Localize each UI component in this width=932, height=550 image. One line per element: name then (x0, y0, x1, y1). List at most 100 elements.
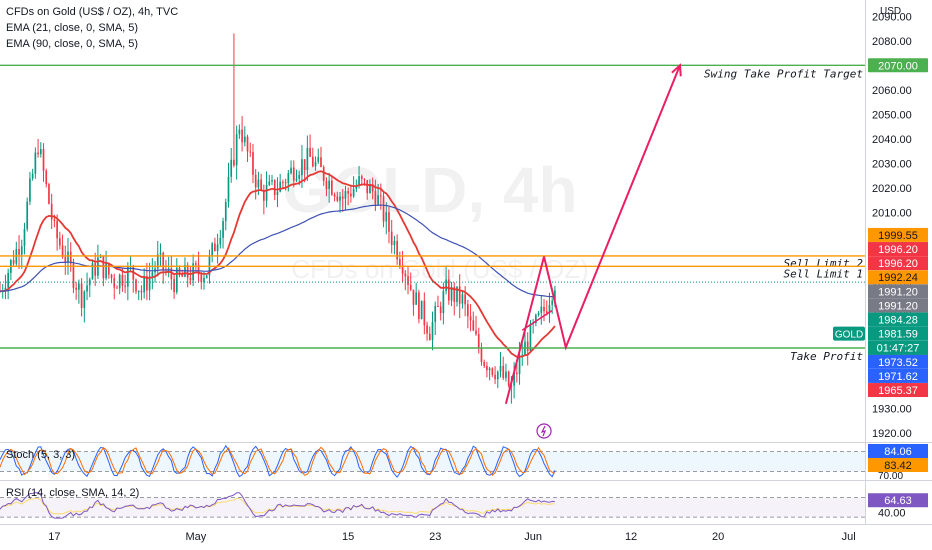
candle-body (521, 354, 524, 356)
candle-body (507, 371, 510, 386)
price-tag: 1965.37 (878, 385, 918, 397)
candle-body (265, 184, 268, 201)
ema90-legend[interactable]: EMA (90, close, 0, SMA, 5) (6, 38, 139, 50)
candle-body (42, 149, 45, 171)
candle-body (263, 190, 265, 201)
candle-body (311, 156, 314, 167)
candle-body (339, 196, 341, 201)
candle-body (222, 221, 224, 238)
time-tick-label: Jul (842, 531, 856, 543)
candle-body (336, 196, 339, 201)
candle-body (499, 365, 502, 372)
candle-body (116, 287, 118, 289)
price-tag-bg (868, 298, 928, 313)
rsi-tick-label: 40.00 (878, 507, 906, 519)
candle-body (105, 263, 107, 279)
candle-body (37, 152, 39, 155)
candle-body (379, 195, 382, 197)
candle-body (480, 348, 483, 363)
candle-body (290, 167, 292, 174)
time-tick-label: 20 (712, 531, 724, 543)
candle-body (12, 260, 15, 264)
price-tag-bg (868, 256, 928, 271)
candle-body (491, 368, 494, 375)
candle-body (515, 372, 518, 375)
time-tick-label: 12 (625, 531, 637, 543)
candle-body (298, 175, 301, 179)
candle-body (18, 248, 20, 255)
ema21-legend[interactable]: EMA (21, close, 0, SMA, 5) (6, 22, 139, 34)
candle-body (64, 256, 67, 263)
price-tag-bg (868, 368, 928, 383)
candle-body (39, 149, 42, 155)
candle-body (554, 290, 556, 301)
candle-body (127, 267, 129, 287)
candle-body (200, 274, 203, 283)
projection-arrowhead (671, 63, 682, 77)
candle-body (434, 306, 437, 323)
candle-body (156, 254, 159, 269)
stoch-legend[interactable]: Stoch (5, 3, 3) (6, 449, 76, 461)
price-tag: 1992.24 (878, 272, 918, 284)
candle-body (50, 203, 53, 220)
candle-body (80, 283, 83, 308)
candle-body (360, 176, 363, 180)
candle-body (494, 374, 496, 380)
candle-body (203, 277, 205, 283)
candle-body (377, 195, 379, 205)
candle-body (167, 268, 170, 270)
rsi-line (0, 492, 555, 519)
candle-body (488, 368, 491, 371)
rsi-legend[interactable]: RSI (14, close, SMA, 14, 2) (6, 487, 140, 499)
candle-body (358, 176, 360, 186)
candle-body (254, 174, 257, 188)
lightning-icon (540, 425, 547, 437)
candle-body (271, 180, 273, 182)
candle-body (20, 246, 23, 255)
price-tag: 1999.55 (878, 230, 918, 242)
candle-body (233, 159, 235, 166)
price-tag-bg (868, 326, 928, 341)
symbol-legend[interactable]: CFDs on Gold (US$ / OZ), 4h, TVC (6, 6, 179, 18)
time-tick-label: May (185, 531, 206, 543)
candle-body (56, 220, 58, 239)
candle-body (227, 176, 230, 202)
candle-body (333, 194, 336, 197)
candle-body (445, 279, 447, 292)
candle-body (48, 184, 50, 204)
candle-body (437, 306, 439, 308)
candle-body (513, 372, 515, 386)
candle-body (428, 333, 431, 341)
candle-body (137, 290, 140, 292)
candle-body (341, 196, 344, 199)
candle-body (94, 263, 97, 276)
candle-body (205, 275, 208, 278)
candle-body (216, 244, 219, 252)
candle-body (317, 157, 320, 162)
candle-body (352, 188, 355, 197)
candle-body (447, 279, 450, 301)
currency-label: USD (880, 6, 901, 17)
candle-body (31, 173, 34, 179)
candle-body (461, 294, 464, 304)
candle-body (279, 181, 282, 192)
projection-path[interactable] (504, 64, 681, 404)
price-tick-label: 1920.00 (872, 428, 912, 440)
candle-body (328, 180, 330, 189)
candle-body (331, 180, 333, 195)
candle-body (371, 184, 374, 192)
price-tag-bg (868, 242, 928, 257)
candle-body (252, 152, 254, 175)
candle-body (113, 278, 116, 288)
candle-body (88, 279, 91, 286)
candle-body (363, 179, 366, 181)
candle-body (320, 157, 322, 168)
candle-body (388, 212, 390, 232)
candle-body (83, 291, 86, 308)
candle-body (418, 292, 420, 320)
candle-body (472, 320, 475, 331)
level-label: Swing Take Profit Target (704, 67, 863, 80)
stoch-k-line (0, 444, 556, 478)
candle-body (235, 134, 238, 166)
